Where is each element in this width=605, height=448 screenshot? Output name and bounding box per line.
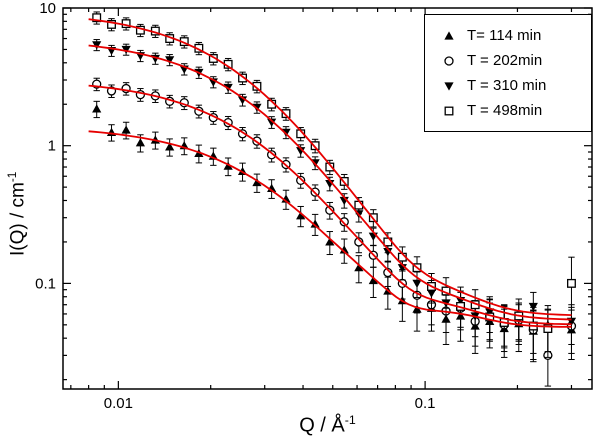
legend-item-310min: T = 310 min [431, 73, 585, 98]
y-axis-label-base: I(Q) / cm [7, 182, 29, 256]
y-axis-label: I(Q) / cm-1 [6, 172, 29, 256]
legend-label: T= 114 min [467, 27, 542, 44]
svg-text:0.1: 0.1 [415, 395, 436, 412]
x-axis-label-exponent: -1 [344, 413, 356, 427]
svg-text:1: 1 [48, 138, 56, 155]
triangle-up-filled-icon [431, 28, 467, 44]
svg-text:0.1: 0.1 [35, 275, 56, 292]
legend-item-498min: T = 498min [431, 98, 585, 123]
circle-open-icon [431, 53, 467, 69]
x-axis-label: Q / Å-1 [63, 413, 592, 438]
legend-label: T = 202min [467, 52, 543, 69]
legend-item-114min: T= 114 min [431, 23, 585, 48]
x-axis-label-base: Q / Å [299, 414, 345, 437]
legend-item-202min: T = 202min [431, 48, 585, 73]
legend-label: T = 498min [467, 102, 543, 119]
legend-box: T= 114 min T = 202min T = 310 min T = 49… [424, 14, 592, 132]
y-axis-label-exponent: -1 [6, 171, 19, 183]
svg-text:10: 10 [39, 0, 56, 17]
svg-text:0.01: 0.01 [104, 395, 133, 412]
triangle-down-filled-icon [431, 78, 467, 94]
legend-label: T = 310 min [467, 77, 547, 94]
square-open-icon [431, 103, 467, 119]
